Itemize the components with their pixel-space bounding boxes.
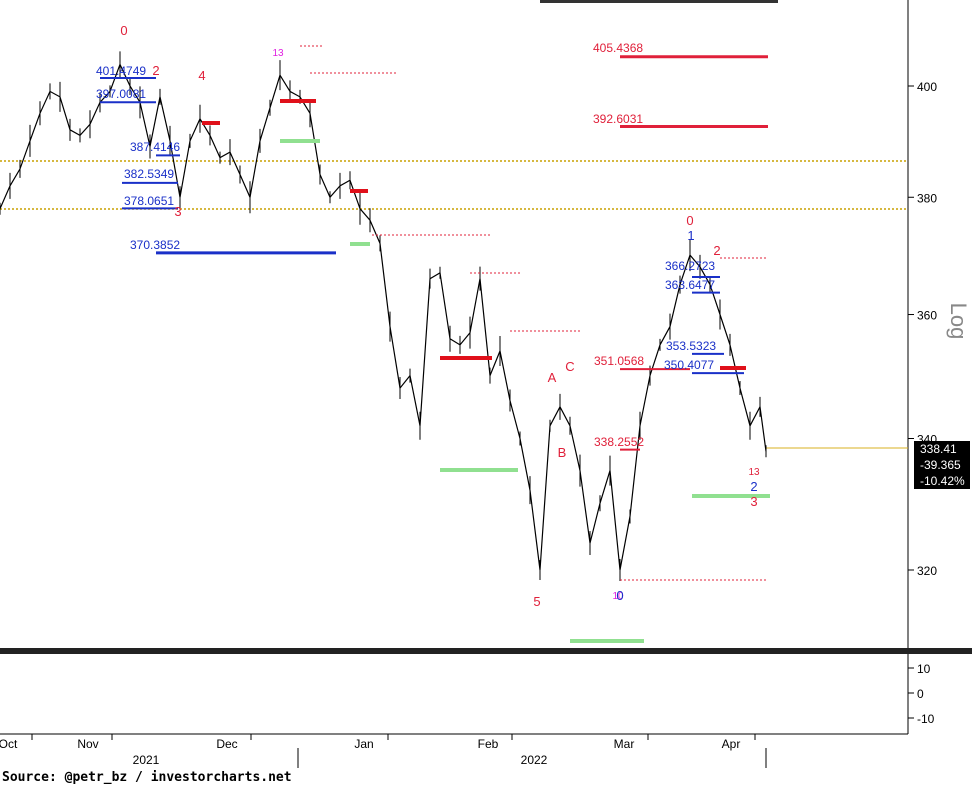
wave-label: 0 (120, 23, 127, 38)
level-block (720, 366, 746, 370)
wave-label: 13 (272, 48, 284, 59)
osc-tick-label: 10 (917, 662, 931, 676)
x-tick-label: Apr (722, 737, 741, 751)
level-label: 363.6477 (665, 278, 715, 292)
wave-label: 2 (713, 243, 720, 258)
x-tick-label: Feb (478, 737, 499, 751)
level-label: 397.0081 (96, 87, 146, 101)
year-label: 2022 (521, 753, 548, 767)
level-block (280, 99, 316, 103)
oscillator-line (0, 681, 762, 705)
wave-label: 3 (174, 204, 181, 219)
level-label: 338.2552 (594, 435, 644, 449)
y-tick-label: 320 (917, 564, 937, 578)
panel-divider (0, 648, 972, 654)
wave-label: 2 (152, 63, 159, 78)
wave-label: A (548, 370, 557, 385)
level-label: 392.6031 (593, 112, 643, 126)
wave-label: 13 (748, 467, 760, 478)
level-block (570, 639, 644, 643)
level-block (280, 139, 320, 143)
wave-label: 0 (686, 213, 693, 228)
wave-label: 5 (533, 594, 540, 609)
level-block (350, 242, 370, 246)
y-tick-label: 360 (917, 309, 937, 323)
level-label: 350.4077 (664, 358, 714, 372)
x-tick-label: Dec (216, 737, 237, 751)
x-tick-label: Nov (77, 737, 98, 751)
wave-label: B (558, 445, 567, 460)
osc-tick-label: -10 (917, 712, 935, 726)
level-block (202, 121, 220, 125)
source-credit: Source: @petr_bz / investorcharts.net (2, 770, 292, 785)
y-scale-label: Log (946, 302, 971, 340)
level-block (692, 494, 770, 498)
wave-label: 0 (616, 588, 623, 603)
level-label: 351.0568 (594, 354, 644, 368)
level-block (350, 189, 368, 193)
level-label: 387.4146 (130, 140, 180, 154)
level-label: 378.0651 (124, 194, 174, 208)
year-label: 2021 (133, 753, 160, 767)
level-label: 353.5323 (666, 339, 716, 353)
y-tick-label: 380 (917, 191, 937, 205)
last-price-badge: 338.41 (914, 441, 970, 457)
x-tick-label: Mar (614, 737, 635, 751)
level-block (440, 356, 492, 360)
wave-label: 10 (612, 591, 624, 602)
wave-label: 2 (750, 479, 757, 494)
x-tick-label: Oct (0, 737, 18, 751)
level-label: 370.3852 (130, 238, 180, 252)
level-label: 366.2723 (665, 259, 715, 273)
level-label: 401.4749 (96, 64, 146, 78)
wave-label: 1 (687, 228, 694, 243)
level-label: 382.5349 (124, 167, 174, 181)
level-label: 405.4368 (593, 41, 643, 55)
price-series-line (0, 62, 767, 571)
wave-label: C (565, 359, 574, 374)
wave-label: 3 (750, 494, 757, 509)
osc-tick-label: 0 (917, 687, 924, 701)
top-bar (540, 0, 778, 3)
y-tick-label: 400 (917, 80, 937, 94)
change-badge: -39.365 (914, 457, 970, 473)
change-pct-badge: -10.42% (914, 473, 970, 489)
wave-label: 4 (198, 68, 205, 83)
level-block (440, 468, 518, 472)
x-tick-label: Jan (354, 737, 373, 751)
